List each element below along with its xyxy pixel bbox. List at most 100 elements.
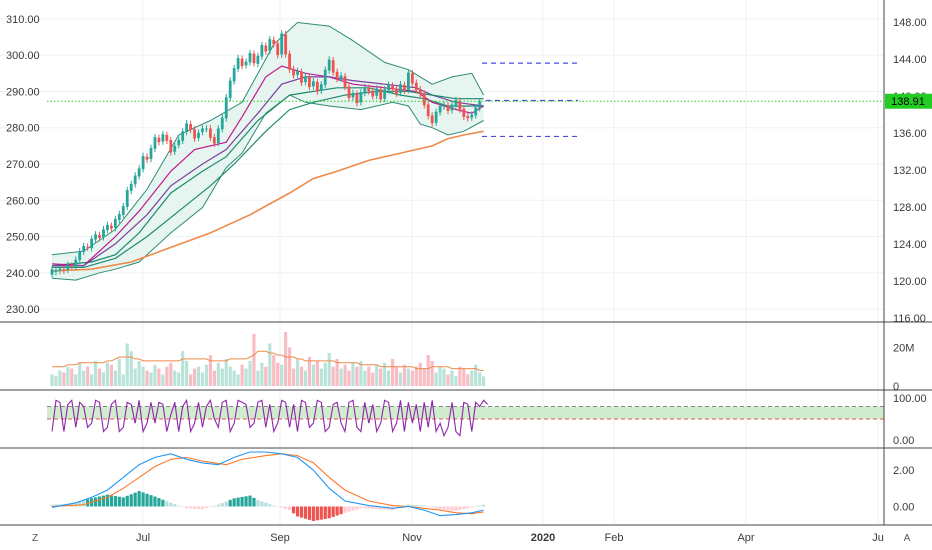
candle (442, 101, 446, 110)
candle-body (407, 72, 410, 90)
macd-histogram-bar (327, 506, 331, 519)
candle (145, 153, 149, 163)
macd-histogram-bar (482, 504, 486, 507)
macd-histogram-bar (74, 502, 78, 507)
volume-bar (86, 366, 90, 386)
candle (141, 152, 145, 173)
candle-body (62, 269, 66, 271)
candle (407, 69, 410, 94)
candle-body (145, 156, 149, 160)
macd-histogram-bar (192, 506, 197, 509)
candle (86, 243, 90, 251)
candle (359, 88, 363, 106)
candle-body (232, 68, 236, 82)
price-tick-left: 270.00 (6, 159, 40, 171)
candle (121, 202, 125, 219)
macd-histogram-bar (280, 506, 284, 508)
macd-histogram-bar (125, 495, 129, 507)
macd-histogram-bar (434, 506, 438, 509)
volume-bar (121, 374, 125, 386)
candle (430, 112, 434, 127)
macd-histogram-bar (78, 501, 82, 507)
candle (367, 84, 371, 95)
macd-histogram-bar (82, 500, 86, 507)
volume-bar (169, 362, 173, 386)
candle-body (252, 53, 256, 64)
timezone-button[interactable]: Z (32, 533, 38, 544)
price-tick-left: 260.00 (6, 195, 40, 207)
candle (308, 73, 311, 91)
candle-body (466, 116, 470, 119)
price-axis-right[interactable]: 148.00144.00140.00136.00132.00128.00124.… (893, 17, 927, 325)
candle-body (70, 265, 74, 267)
candle-body (141, 156, 145, 170)
stochastic-panel[interactable] (47, 398, 884, 438)
candle (228, 77, 232, 102)
candle (351, 89, 355, 101)
volume-bar (307, 357, 311, 386)
candle-body (240, 58, 244, 67)
candle-body (264, 45, 268, 52)
candle (54, 266, 58, 276)
candle-body (110, 225, 113, 229)
volume-bar (371, 372, 375, 386)
macd-histogram-bar (204, 506, 209, 509)
volume-panel[interactable] (50, 331, 486, 386)
macd-histogram-bar (414, 505, 418, 507)
auto-scale-button[interactable]: A (904, 533, 911, 544)
candle (58, 265, 62, 275)
candle (149, 144, 153, 163)
volume-bar (189, 374, 193, 386)
candle-body (209, 128, 212, 138)
macd-tick: 0.00 (893, 501, 914, 513)
candle (98, 231, 101, 242)
volume-bar (414, 366, 418, 386)
timezone-button-label[interactable]: Z (32, 533, 38, 544)
candle (117, 210, 121, 224)
candle-body (212, 137, 216, 144)
candle-body (403, 84, 406, 91)
time-axis[interactable]: Jul Sep Nov 2020 Feb Apr Ju (136, 532, 884, 544)
volume-bar (78, 362, 82, 386)
volume-bar (426, 355, 430, 386)
candle-body (117, 214, 121, 220)
candle-body (260, 45, 264, 57)
volume-bar (339, 368, 343, 386)
candle (276, 40, 280, 59)
macd-histogram-bar (454, 506, 458, 512)
candle-body (74, 259, 78, 267)
candle-body (268, 39, 272, 51)
volume-bar (58, 370, 62, 386)
candle (153, 133, 157, 153)
volume-bar (367, 366, 371, 386)
price-tick-right: 128.00 (893, 202, 927, 214)
auto-scale-button-label[interactable]: A (904, 533, 911, 544)
volume-bar (284, 331, 288, 386)
candle-body (304, 76, 307, 83)
macd-histogram-bar (303, 506, 308, 519)
candle-body (98, 235, 101, 239)
macd-histogram-bar (367, 506, 371, 509)
candle-body (236, 58, 240, 69)
candle-body (177, 140, 181, 146)
macd-panel[interactable] (50, 451, 486, 521)
volume-bar (291, 368, 296, 386)
candle (414, 79, 418, 94)
volume-bar (240, 364, 244, 386)
candle-body (371, 90, 375, 97)
volume-bar (50, 374, 54, 386)
candle-body (284, 34, 288, 55)
macd-histogram-bar (101, 495, 106, 507)
candle-body (438, 105, 442, 113)
candle-body (288, 53, 291, 70)
candle-body (367, 87, 371, 92)
candle (383, 86, 387, 102)
candle-body (296, 71, 299, 75)
candle-body (205, 128, 208, 130)
candle-body (446, 105, 450, 112)
candle (189, 120, 192, 134)
candle-body (339, 75, 343, 79)
candle (216, 125, 220, 147)
price-panel[interactable] (47, 21, 884, 281)
